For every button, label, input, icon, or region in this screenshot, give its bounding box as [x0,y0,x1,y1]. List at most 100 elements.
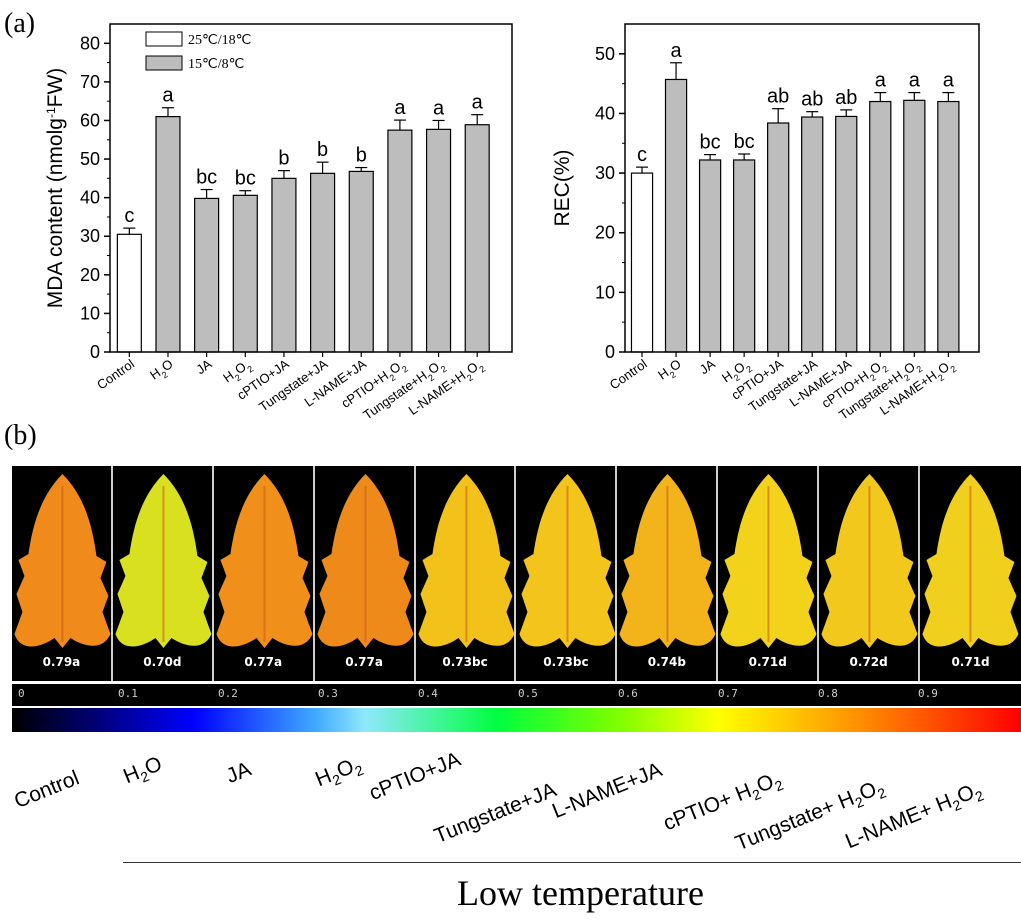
significance-letter: bc [235,168,256,190]
plot-frame [109,23,513,353]
leaf-image [518,474,615,648]
leaf-image [720,474,817,648]
low-temperature-label: Low temperature [457,873,704,913]
bottom-title: Low temperature [0,872,1021,914]
bar [801,116,824,353]
significance-letter: a [394,97,406,119]
scale-tick-label: 0.4 [418,687,438,700]
significance-letter: a [472,92,484,114]
bar [630,172,654,353]
leaf-panel: 0.71d [718,466,820,681]
y-tick-label: 20 [595,223,615,243]
mda-bar-chart: MDA content (nmolg-1FW) 0 10 20 30 40 50 60 70 80… [44,23,513,422]
panel-b-label: (b) [4,420,37,451]
treatment-label: Control [11,766,83,814]
treatment-label: Tungstate+JA [431,778,560,849]
bottom-rule [123,862,1021,863]
color-scale-bar [12,708,1021,732]
leaf-panel: 0.74b [617,466,719,681]
significance-letter: c [637,144,647,166]
leaf-panel: 0.73bc [416,466,517,681]
fv-fm-value: 0.72d [849,655,888,669]
y-tick-label: 20 [80,265,100,285]
y-tick-label: 70 [80,72,100,92]
leaf-image [115,474,212,648]
leaf-image [922,474,1019,648]
treatment-label: cPTIO+JA [366,747,464,806]
bar [664,78,688,353]
fv-fm-value: 0.79a [42,655,81,669]
bar [194,197,220,353]
bar [698,159,722,353]
y-tick-label: 40 [595,103,615,123]
significance-letter: c [124,205,134,227]
treatment-label: H2O [120,752,166,789]
bar [937,100,960,353]
bar [348,170,374,353]
y-tick-label: 30 [80,226,100,246]
x-tick-label: JA [697,356,718,377]
significance-letter: a [162,85,174,107]
leaf-panel: 0.77a [315,466,416,681]
x-tick-label: Control [94,356,137,392]
fv-fm-value: 0.73bc [543,655,589,669]
significance-letter: bc [700,132,721,154]
bar [232,194,258,353]
y-tick-label: 0 [605,342,615,362]
x-tick-label: JA [193,356,214,377]
scale-tick-label: 0.6 [618,687,638,700]
significance-letter: a [875,70,887,92]
bar [835,115,858,353]
scale-tick-label: 0.7 [718,687,738,700]
fv-fm-value: 0.74b [647,655,686,669]
scale-tick-label: 0.3 [318,687,338,700]
treatment-label: L-NAME+JA [549,758,666,824]
fv-fm-value: 0.73bc [442,655,488,669]
y-tick-label: 0 [90,342,100,362]
fv-fm-value: 0.71d [951,655,990,669]
plot-frame [624,23,980,353]
bar [155,116,181,353]
scale-tick-label: 0.1 [118,687,138,700]
bar [425,128,452,353]
leaf-panel: 0.79a [12,466,113,681]
significance-letter: ab [767,86,789,108]
panel-a-label: (a) [4,8,36,39]
leaf-image [418,474,515,648]
fv-fm-value: 0.70d [143,655,182,669]
legend-label: 15℃/8℃ [188,57,244,72]
y-tick-label: 50 [595,44,615,64]
leaf-panel: 0.73bc [517,466,618,681]
legend-swatch [145,31,183,47]
fv-fm-value: 0.77a [244,655,283,669]
y-axis-label: REC(%) [551,150,574,227]
rec-bar-chart: REC(%)01020304050cControlaH2ObcJAbcH2O2a… [551,23,980,422]
bar [903,99,926,353]
significance-letter: ab [835,87,857,109]
y-tick-label: 10 [80,303,100,323]
bar [767,122,790,353]
fv-fm-value: 0.71d [748,655,787,669]
leaf-image-strip: 0.79a 0.70d 0.77a 0.77a 0.73bc 0.73bc 0.74b 0.7… [12,466,1021,681]
leaf-image [317,474,414,648]
significance-letter: a [433,97,445,119]
significance-letter: b [356,145,367,167]
x-tick-label: H2O [147,356,178,386]
significance-letter: bc [734,131,755,153]
bar [310,172,336,353]
treatment-label: JA [223,757,255,789]
y-tick-label: 40 [80,188,100,208]
leaf-image [619,474,716,648]
significance-letter: a [943,70,955,92]
y-tick-label: 10 [595,282,615,302]
bar [116,233,142,353]
significance-letter: a [909,70,921,92]
bar [387,129,413,353]
bar [869,100,892,353]
bar [732,159,756,353]
leaf-image [821,474,918,648]
significance-letter: b [278,148,289,170]
leaf-panel: 0.77a [214,466,315,681]
fv-fm-scale: 0 0.1 0.2 0.3 0.4 0.5 0.6 0.7 0.8 0.9 [12,684,1021,706]
y-tick-label: 60 [80,110,100,130]
